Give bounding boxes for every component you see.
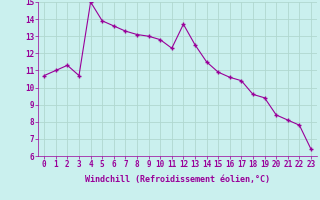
X-axis label: Windchill (Refroidissement éolien,°C): Windchill (Refroidissement éolien,°C) <box>85 175 270 184</box>
